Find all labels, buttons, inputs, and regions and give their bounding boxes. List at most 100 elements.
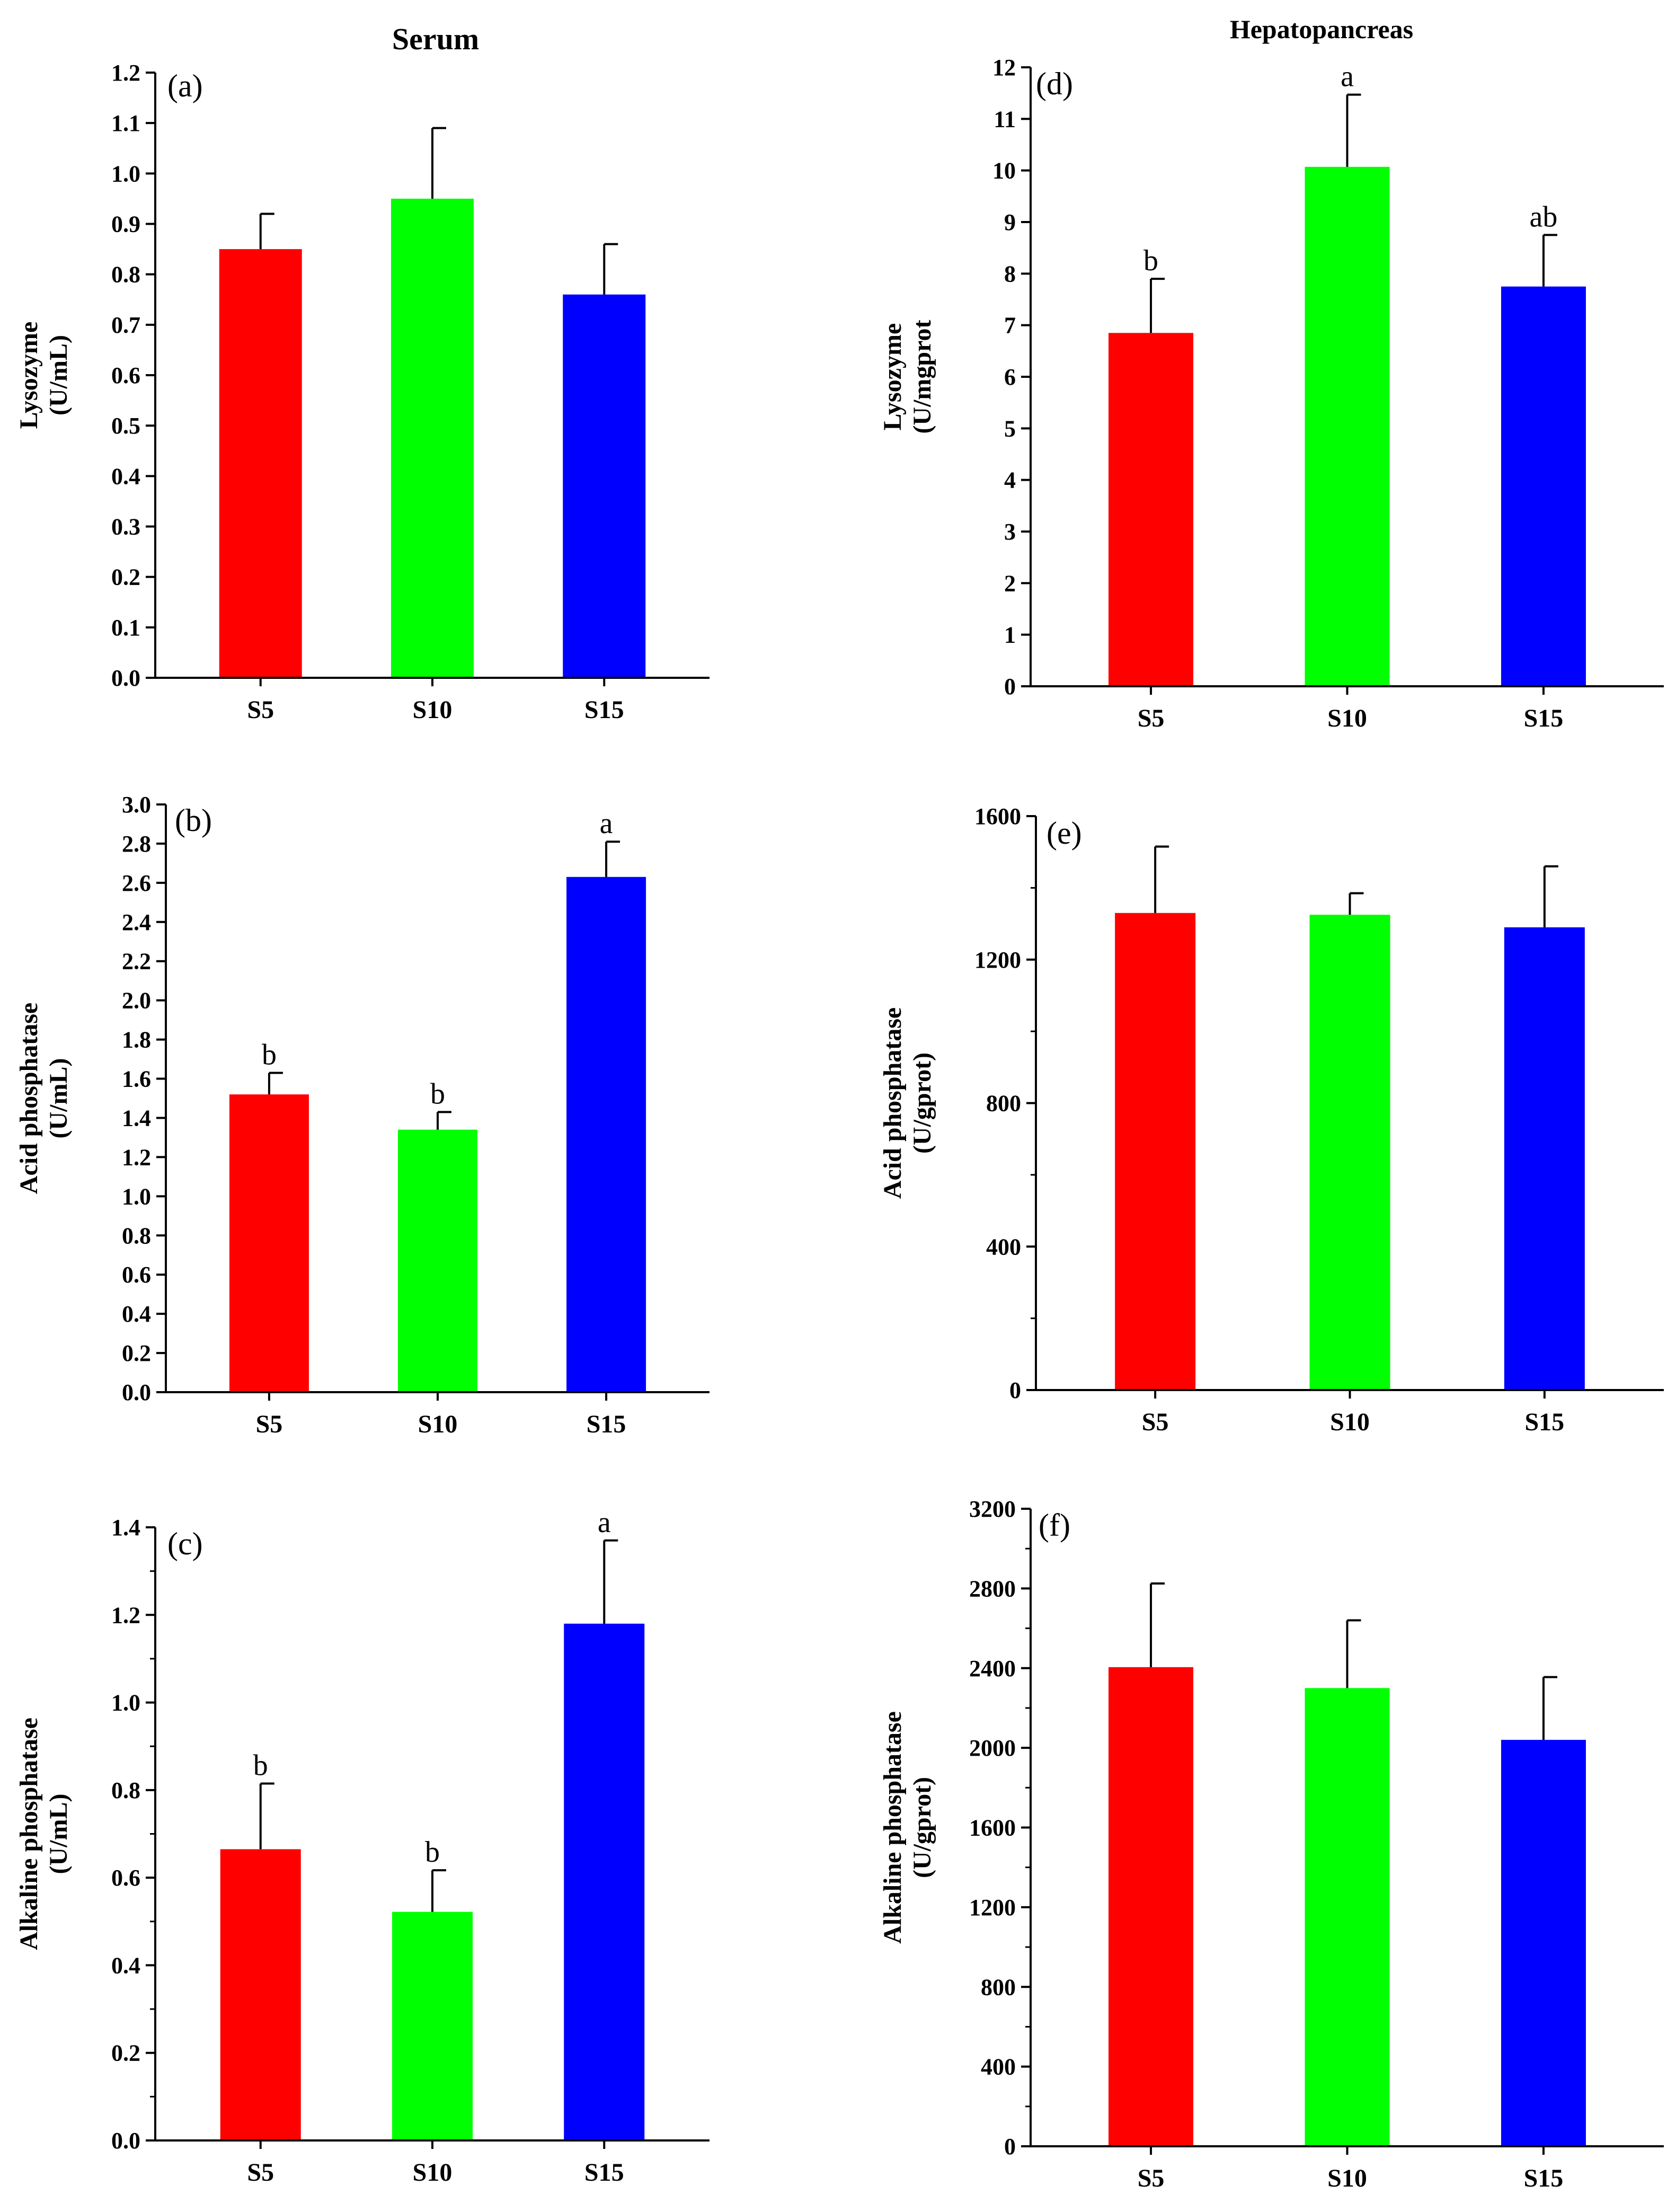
x-tick-label-S5: S5 bbox=[1142, 1408, 1169, 1436]
y-tick-label: 1600 bbox=[974, 803, 1021, 829]
y-tick-label: 0.0 bbox=[122, 1379, 151, 1405]
bar-S10 bbox=[1305, 166, 1390, 686]
y-tick-label: 0 bbox=[1004, 674, 1016, 700]
y-tick-label: 1 bbox=[1004, 622, 1016, 648]
x-tick-label-S5: S5 bbox=[247, 696, 274, 724]
bar-S5 bbox=[229, 1094, 309, 1392]
y-tick-label: 3.0 bbox=[122, 792, 151, 818]
bar-S15 bbox=[1504, 927, 1585, 1390]
y-axis-label: Acid phosphatase(U/gprot) bbox=[879, 1007, 936, 1199]
x-tick-label-S5: S5 bbox=[1138, 704, 1165, 732]
x-tick-label-S15: S15 bbox=[1524, 2164, 1564, 2192]
panel-label: (f) bbox=[1039, 1508, 1070, 1543]
y-tick-label: 1.0 bbox=[111, 1690, 140, 1716]
bar-S15 bbox=[563, 294, 646, 678]
bar-S15 bbox=[566, 877, 646, 1392]
y-tick-label: 3200 bbox=[969, 1496, 1016, 1522]
bar-S10 bbox=[1309, 915, 1390, 1390]
y-tick-label: 1200 bbox=[969, 1895, 1016, 1921]
y-tick-label: 11 bbox=[994, 106, 1016, 132]
panel-label: (d) bbox=[1036, 66, 1073, 101]
x-tick-label-S10: S10 bbox=[413, 2158, 453, 2187]
bar-S10 bbox=[1305, 1688, 1390, 2146]
y-tick-label: 400 bbox=[981, 2054, 1016, 2080]
x-tick-label-S10: S10 bbox=[1330, 1408, 1370, 1436]
y-axis-label-line: Lysozyme bbox=[879, 323, 907, 431]
y-tick-label: 0.1 bbox=[111, 615, 140, 641]
x-tick-label-S15: S15 bbox=[584, 2158, 624, 2187]
y-tick-label: 0.6 bbox=[122, 1262, 151, 1288]
significance-letter-S10: a bbox=[1341, 60, 1354, 93]
y-tick-label: 1600 bbox=[969, 1815, 1016, 1841]
y-axis-label-line: (U/mgprot bbox=[908, 320, 936, 433]
y-tick-label: 1.4 bbox=[111, 1515, 140, 1541]
y-tick-label: 0.6 bbox=[111, 362, 140, 388]
y-tick-label: 0.3 bbox=[111, 514, 140, 540]
y-tick-label: 0.8 bbox=[111, 1777, 140, 1803]
y-axis-label-line: Alkaline phosphatase bbox=[15, 1718, 43, 1950]
y-tick-label: 1.0 bbox=[122, 1183, 151, 1209]
panel-label: (a) bbox=[167, 68, 203, 103]
y-tick-label: 0.9 bbox=[111, 211, 140, 237]
y-tick-label: 2.2 bbox=[122, 949, 151, 975]
y-axis-label-line: (U/mL) bbox=[45, 335, 73, 415]
y-tick-label: 3 bbox=[1004, 519, 1016, 545]
y-tick-label: 1.2 bbox=[122, 1144, 151, 1170]
x-tick-label-S5: S5 bbox=[1138, 2164, 1165, 2192]
y-tick-label: 1.0 bbox=[111, 161, 140, 187]
y-tick-label: 2.6 bbox=[122, 870, 151, 896]
y-tick-label: 1.2 bbox=[111, 60, 140, 86]
significance-letter-S10: b bbox=[430, 1077, 445, 1110]
y-tick-label: 0 bbox=[1009, 1377, 1021, 1403]
y-tick-label: 1.2 bbox=[111, 1602, 140, 1628]
significance-letter-S10: b bbox=[425, 1836, 440, 1869]
y-tick-label: 2.8 bbox=[122, 831, 151, 857]
significance-letter-S15: a bbox=[600, 807, 613, 840]
bar-S5 bbox=[220, 1849, 301, 2140]
y-tick-label: 1.6 bbox=[122, 1066, 151, 1092]
y-axis-label-line: (U/gprot) bbox=[908, 1052, 936, 1154]
x-tick-label-S10: S10 bbox=[1327, 2164, 1367, 2192]
x-tick-label-S5: S5 bbox=[247, 2158, 274, 2187]
column-title-hepatopancreas: Hepatopancreas bbox=[1230, 14, 1413, 44]
y-tick-label: 0.6 bbox=[111, 1865, 140, 1891]
significance-letter-S15: a bbox=[598, 1506, 611, 1539]
bar-S5 bbox=[1109, 333, 1194, 686]
y-tick-label: 2400 bbox=[969, 1656, 1016, 1682]
y-axis-label: Lysozyme(U/mgprot bbox=[879, 320, 936, 433]
y-tick-label: 2000 bbox=[969, 1735, 1016, 1761]
chart-panel-f: S5 S10 S15 0 400 800 1200 1600 2000 2400 2800 3200 (… bbox=[879, 1496, 1664, 2192]
x-tick-label-S15: S15 bbox=[584, 696, 624, 724]
significance-letter-S5: b bbox=[253, 1749, 268, 1782]
y-axis-label: Acid phosphatase(U/mL) bbox=[15, 1003, 73, 1194]
y-tick-label: 9 bbox=[1004, 209, 1016, 235]
y-tick-label: 0.7 bbox=[111, 312, 140, 338]
bar-S15 bbox=[1501, 1740, 1586, 2146]
y-tick-label: 0.8 bbox=[122, 1223, 151, 1249]
y-axis-label: Alkaline phosphatase(U/gprot) bbox=[879, 1711, 936, 1944]
y-tick-label: 2 bbox=[1004, 570, 1016, 596]
y-tick-label: 800 bbox=[986, 1091, 1021, 1117]
panel-label: (b) bbox=[175, 803, 212, 838]
bar-S5 bbox=[1115, 913, 1196, 1390]
bar-S10 bbox=[398, 1129, 477, 1392]
y-axis-label: Lysozyme(U/mL) bbox=[15, 322, 73, 429]
y-tick-label: 8 bbox=[1004, 261, 1016, 287]
x-tick-label-S10: S10 bbox=[413, 696, 453, 724]
x-tick-label-S15: S15 bbox=[587, 1410, 626, 1438]
bar-S15 bbox=[1501, 286, 1586, 686]
y-axis-label: Alkaline phosphatase(U/mL) bbox=[15, 1718, 73, 1950]
y-tick-label: 4 bbox=[1004, 467, 1016, 493]
significance-letter-S5: b bbox=[262, 1038, 277, 1071]
bar-S10 bbox=[392, 1912, 473, 2140]
bar-S5 bbox=[1109, 1667, 1194, 2146]
column-title-serum: Serum bbox=[392, 22, 479, 56]
y-tick-label: 0.0 bbox=[111, 2128, 140, 2154]
bar-S10 bbox=[391, 198, 474, 678]
y-tick-label: 0.8 bbox=[111, 262, 140, 288]
y-axis-label-line: (U/gprot) bbox=[908, 1777, 936, 1878]
y-tick-label: 1200 bbox=[974, 947, 1021, 973]
chart-panel-e: S5 S10 S15 0 400 800 1200 1600 (e) Acid phosphata… bbox=[879, 803, 1664, 1436]
